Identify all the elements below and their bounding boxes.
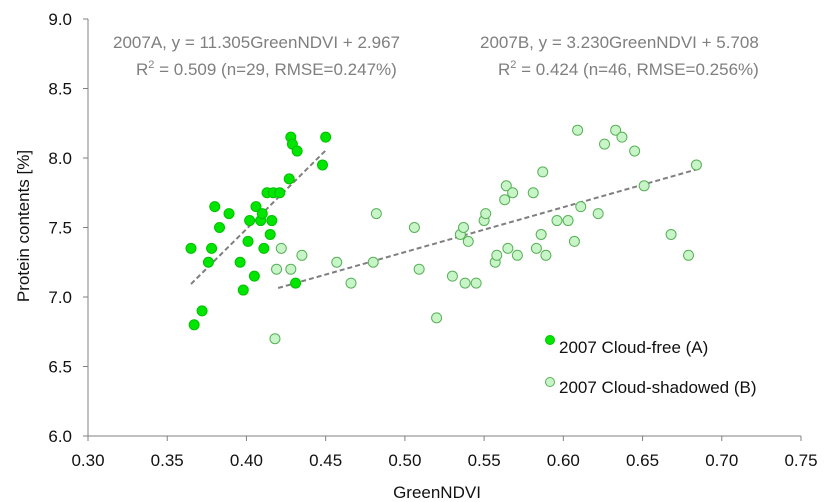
- data-point-cloud-free: [248, 270, 260, 282]
- y-tick-label: 6.5: [48, 358, 72, 377]
- data-point-cloud-shadowed: [572, 124, 584, 136]
- x-tick-label: 0.45: [309, 451, 342, 470]
- data-point-cloud-shadowed: [665, 228, 677, 240]
- data-point-cloud-shadowed: [575, 201, 587, 213]
- data-point-cloud-shadowed: [370, 208, 382, 220]
- data-point-cloud-shadowed: [502, 242, 514, 254]
- data-point-cloud-shadowed: [551, 215, 563, 227]
- data-point-cloud-shadowed: [431, 312, 443, 324]
- x-tick-label: 0.35: [151, 451, 184, 470]
- data-point-cloud-free: [320, 131, 332, 143]
- data-point-cloud-shadowed: [530, 242, 542, 254]
- data-point-cloud-free: [291, 145, 303, 157]
- data-point-cloud-shadowed: [491, 249, 503, 261]
- y-axis-title: Protein contents [%]: [14, 150, 33, 302]
- data-point-cloud-free: [256, 208, 268, 220]
- data-point-cloud-shadowed: [462, 235, 474, 247]
- data-point-cloud-free: [290, 277, 302, 289]
- data-point-cloud-shadowed: [527, 187, 539, 199]
- data-point-cloud-shadowed: [345, 277, 357, 289]
- data-point-cloud-shadowed: [540, 249, 552, 261]
- data-point-cloud-shadowed: [500, 180, 512, 192]
- data-point-cloud-free: [234, 256, 246, 268]
- data-point-cloud-shadowed: [638, 180, 650, 192]
- x-axis-title: GreenNDVI: [393, 483, 481, 502]
- data-point-cloud-shadowed: [271, 263, 283, 275]
- x-tick-label: 0.55: [468, 451, 501, 470]
- data-point-cloud-shadowed: [285, 263, 297, 275]
- legend-label-cloud-shadowed: 2007 Cloud-shadowed (B): [559, 378, 757, 397]
- x-tick-label: 0.75: [784, 451, 817, 470]
- data-point-cloud-free: [274, 187, 286, 199]
- data-point-cloud-free: [196, 305, 208, 317]
- data-point-cloud-free: [242, 235, 254, 247]
- y-tick-label: 7.0: [48, 288, 72, 307]
- data-point-cloud-free: [264, 228, 276, 240]
- data-point-cloud-shadowed: [480, 208, 492, 220]
- x-tick-label: 0.60: [547, 451, 580, 470]
- legend-marker-cloud-shadowed: [545, 377, 555, 387]
- data-point-cloud-free: [250, 201, 262, 213]
- data-point-cloud-shadowed: [690, 159, 702, 171]
- data-point-cloud-shadowed: [535, 228, 547, 240]
- legend-marker-cloud-free: [545, 335, 555, 345]
- data-point-cloud-free: [188, 319, 200, 331]
- legend-label-cloud-free: 2007 Cloud-free (A): [559, 338, 708, 357]
- data-point-cloud-free: [209, 201, 221, 213]
- data-point-cloud-shadowed: [446, 270, 458, 282]
- x-tick-label: 0.50: [388, 451, 421, 470]
- data-point-cloud-free: [258, 242, 270, 254]
- data-point-cloud-free: [185, 242, 197, 254]
- data-point-cloud-free: [237, 284, 249, 296]
- data-point-cloud-shadowed: [562, 215, 574, 227]
- data-point-cloud-shadowed: [511, 249, 523, 261]
- plot-area: 0.30 0.35 0.40 0.45 0.50 0.55 0.60 0.65 0.70 0.75…: [48, 10, 817, 470]
- data-point-cloud-shadowed: [568, 235, 580, 247]
- data-point-cloud-free: [214, 222, 226, 233]
- data-point-cloud-shadowed: [599, 138, 611, 150]
- data-point-cloud-free: [202, 256, 214, 268]
- data-point-cloud-shadowed: [537, 166, 549, 178]
- data-point-cloud-shadowed: [499, 194, 511, 206]
- data-point-cloud-shadowed: [459, 277, 471, 289]
- y-tick-label: 6.0: [48, 427, 72, 446]
- x-tick-label: 0.40: [230, 451, 263, 470]
- legend: 2007 Cloud-free (A) 2007 Cloud-shadowed …: [545, 335, 757, 397]
- data-point-cloud-shadowed: [458, 222, 470, 233]
- data-point-cloud-shadowed: [592, 208, 604, 220]
- y-tick-label: 9.0: [48, 10, 72, 29]
- annotation-a-equation: 2007A, y = 11.305GreenNDVI + 2.967: [113, 33, 400, 52]
- data-point-cloud-shadowed: [408, 222, 420, 233]
- data-point-cloud-shadowed: [413, 263, 425, 275]
- data-point-cloud-shadowed: [331, 256, 343, 268]
- data-point-cloud-free: [206, 242, 218, 254]
- annotation-a-stats: R2 = 0.509 (n=29, RMSE=0.247%): [136, 59, 397, 79]
- data-point-cloud-shadowed: [296, 249, 308, 261]
- data-point-cloud-free: [316, 159, 328, 171]
- annotation-b-stats: R2 = 0.424 (n=46, RMSE=0.256%): [498, 59, 759, 79]
- annotation-b-equation: 2007B, y = 3.230GreenNDVI + 5.708: [480, 33, 759, 52]
- x-tick-label: 0.65: [626, 451, 659, 470]
- data-point-cloud-shadowed: [616, 131, 628, 143]
- y-tick-label: 7.5: [48, 219, 72, 238]
- x-tick-label: 0.30: [71, 451, 104, 470]
- data-point-cloud-shadowed: [610, 124, 622, 136]
- data-point-cloud-free: [266, 215, 278, 227]
- x-tick-label: 0.70: [705, 451, 738, 470]
- data-point-cloud-free: [283, 173, 295, 185]
- data-point-cloud-shadowed: [367, 256, 379, 268]
- y-tick-label: 8.0: [48, 149, 72, 168]
- data-point-cloud-shadowed: [507, 187, 519, 199]
- data-point-cloud-shadowed: [269, 333, 281, 345]
- data-point-cloud-shadowed: [629, 145, 641, 157]
- data-point-cloud-shadowed: [683, 249, 695, 261]
- data-point-cloud-shadowed: [275, 242, 287, 254]
- y-tick-label: 8.5: [48, 80, 72, 99]
- trendline-cloud-shadowed: [277, 168, 699, 289]
- data-point-cloud-free: [223, 208, 235, 220]
- data-point-cloud-shadowed: [470, 277, 482, 289]
- data-point-cloud-free: [244, 215, 256, 227]
